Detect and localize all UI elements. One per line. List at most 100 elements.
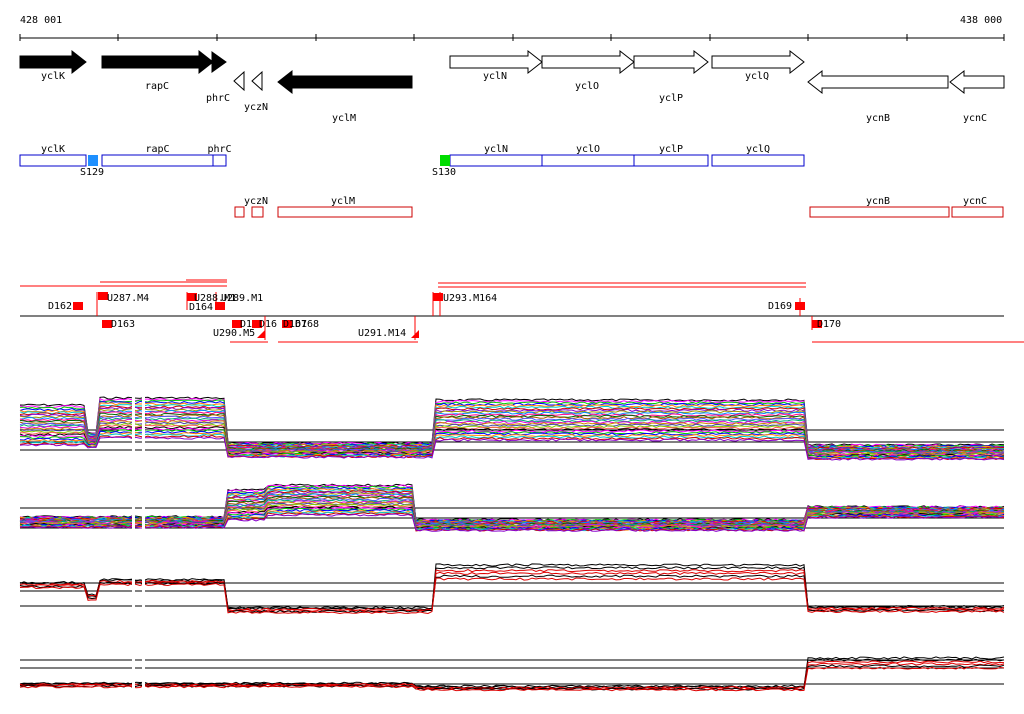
expression-panel-2 [19, 468, 1005, 538]
gene-yclM: yclM [277, 69, 413, 124]
forward-box-yclN: yclN [449, 144, 543, 167]
expression-profile-line [19, 563, 1005, 610]
forward-box-yclP: yclP [633, 144, 709, 167]
segment-triangle [257, 330, 265, 338]
expression-panels [19, 390, 1005, 692]
panel-gap [142, 543, 145, 613]
expression-profile-line [19, 417, 1005, 454]
expression-profile-line [19, 666, 1005, 692]
expression-profile-line [19, 660, 1005, 690]
expression-profile-line [19, 574, 1005, 614]
gene-arrow-shape [19, 49, 87, 75]
gene-arrow-shape [101, 49, 214, 75]
gene-arrow-shape [211, 51, 227, 73]
ruler-end-label: 438 000 [960, 15, 1002, 26]
segment-label: U287.M4 [107, 293, 149, 304]
gene-label: ycnB [866, 113, 890, 124]
segment-marker [433, 293, 443, 301]
expression-profile-line [19, 412, 1005, 453]
segment-label: D163 [111, 319, 135, 330]
segment-marker [73, 302, 83, 310]
expression-profile-line [19, 431, 1005, 460]
expression-profile-line [19, 434, 1005, 461]
gene-label: yclM [332, 113, 356, 124]
gene-arrow-shape [251, 70, 263, 92]
expression-profile-line [19, 406, 1005, 451]
expression-profile-line [19, 658, 1005, 689]
expression-panel-1 [19, 390, 1005, 461]
gene-ycnB: ycnB [807, 69, 949, 124]
reverse-box-yczN: yczN [234, 196, 268, 218]
gene-label: rapC [145, 81, 169, 92]
segment-label: D162 [48, 301, 72, 312]
gene-yclK: yclK [19, 49, 87, 82]
segment-label: D1 [240, 319, 252, 330]
forward-box-label: yclN [484, 144, 508, 155]
panel-gap [132, 390, 135, 460]
ruler-ticks [19, 34, 1005, 41]
segment-marker [232, 320, 242, 328]
expression-profile-line [19, 399, 1005, 448]
gene-rapC: rapC [101, 49, 214, 92]
expression-profile-line [19, 414, 1005, 453]
panel-gap [132, 620, 135, 690]
panel-gap [142, 390, 145, 460]
start-marker-S130: S130 [432, 155, 456, 178]
reverse-annotation-track: yczN yclM ycnB ycnC [234, 196, 1004, 218]
forward-box-label: rapC [145, 144, 169, 155]
expression-profile-line [19, 577, 1005, 615]
panel-gap [142, 468, 145, 538]
forward-box-yclO: yclO [541, 144, 635, 167]
gene-arrow-shape [233, 70, 245, 92]
expression-profile-line [19, 513, 1005, 532]
gene-arrows-track: yclK rapC phrC yczN yclM yclN yclO yclP yclQ ycnB… [19, 49, 1005, 124]
gene-ycnC: ycnC [949, 69, 1005, 124]
gene-label: yclP [659, 93, 683, 104]
expression-profile-line [19, 662, 1005, 690]
segment-marker [795, 302, 805, 310]
segment-label: U291.M14 [358, 328, 406, 339]
forward-box-rect [212, 154, 227, 167]
segment-label: D169 [768, 301, 792, 312]
expression-panel-3 [19, 543, 1005, 615]
start-marker-square [88, 155, 98, 166]
segment-label: D16 [259, 319, 277, 330]
expression-profile-line [19, 508, 1005, 531]
expression-profile-line [19, 436, 1005, 461]
gene-arrow-shape [633, 49, 709, 75]
forward-box-label: yclO [576, 144, 600, 155]
gene-arrow-shape [949, 69, 1005, 95]
forward-box-label: yclP [659, 144, 683, 155]
reverse-box-label: yczN [244, 196, 268, 207]
gene-label: yczN [244, 102, 268, 113]
gene-label: yclQ [745, 71, 769, 82]
segment-label: D168 [295, 319, 319, 330]
segment-label: D164 [189, 302, 213, 313]
segment-label: D167 [283, 319, 307, 330]
expression-panel-4 [19, 620, 1005, 692]
reverse-box-label: yclM [331, 196, 355, 207]
segment-label: U288.M1 [194, 293, 236, 304]
gene-phrC: phrC [206, 51, 230, 104]
coordinate-ruler: 428 001 438 000 [19, 15, 1005, 41]
forward-box-label: phrC [207, 144, 231, 155]
panel-gap [132, 468, 135, 538]
forward-annotation-track: yclK rapC phrC yclN yclO yclP yclQ S129 S130 [19, 144, 805, 178]
reverse-box-rect [277, 206, 413, 218]
forward-box-label: yclQ [746, 144, 770, 155]
segment-marker [252, 320, 262, 328]
segment-marker [282, 320, 292, 328]
expression-profile-line [19, 426, 1005, 457]
reverse-box-label: ycnC [963, 196, 987, 207]
forward-box-rect [19, 154, 87, 167]
expression-profile-line [19, 402, 1005, 449]
forward-box-rect [711, 154, 805, 167]
gene-label: phrC [206, 93, 230, 104]
gene-yclQ: yclQ [711, 49, 805, 82]
segment-label: U290.M5 [213, 328, 255, 339]
segment-label: U293.M164 [443, 293, 497, 304]
panel-gap [142, 620, 145, 690]
forward-box-yclK: yclK [19, 144, 87, 167]
